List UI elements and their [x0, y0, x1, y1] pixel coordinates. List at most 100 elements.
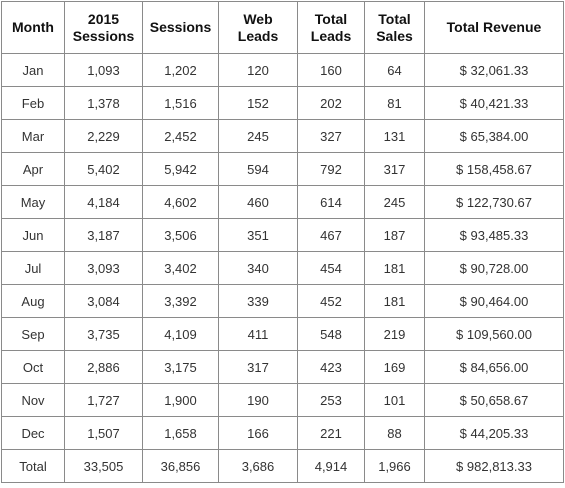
table-cell: $ 65,384.00: [424, 119, 564, 153]
header-text: Web Leads: [237, 10, 279, 44]
table-cell: Total: [1, 449, 65, 483]
header-row: Month 2015 Sessions Sessions Web Leads Total…: [1, 1, 564, 54]
table-cell: 160: [297, 53, 365, 87]
table-cell: $ 44,205.33: [424, 416, 564, 450]
table-cell: Aug: [1, 284, 65, 318]
table-cell: 548: [297, 317, 365, 351]
table-cell: $ 982,813.33: [424, 449, 564, 483]
table-cell: $ 32,061.33: [424, 53, 564, 87]
table-cell: 181: [364, 284, 425, 318]
table-cell: Jun: [1, 218, 65, 252]
column-header: Month: [1, 1, 65, 54]
table-cell: 1,378: [64, 86, 143, 120]
table-cell: 317: [218, 350, 298, 384]
table-cell: $ 90,464.00: [424, 284, 564, 318]
table-cell: 4,602: [142, 185, 219, 219]
table-cell: Mar: [1, 119, 65, 153]
column-header: Total Revenue: [424, 1, 564, 54]
table-cell: 3,093: [64, 251, 143, 285]
table-cell: 4,914: [297, 449, 365, 483]
table-cell: 202: [297, 86, 365, 120]
table-cell: 1,093: [64, 53, 143, 87]
table-cell: 245: [364, 185, 425, 219]
table-cell: 253: [297, 383, 365, 417]
table-cell: 1,516: [142, 86, 219, 120]
table-row: Apr 5,402 5,942 594 792 317 $ 158,458.67: [1, 152, 564, 186]
table-cell: 221: [297, 416, 365, 450]
header-text: Total Revenue: [446, 19, 542, 35]
table-cell: 1,202: [142, 53, 219, 87]
table-cell: 3,175: [142, 350, 219, 384]
table-cell: 317: [364, 152, 425, 186]
table-cell: $ 93,485.33: [424, 218, 564, 252]
table-row: Total 33,505 36,856 3,686 4,914 1,966 $ 982,81…: [1, 449, 564, 483]
table-cell: Jul: [1, 251, 65, 285]
table-row: Nov 1,727 1,900 190 253 101 $ 50,658.67: [1, 383, 564, 417]
table-row: Aug 3,084 3,392 339 452 181 $ 90,464.00: [1, 284, 564, 318]
column-header: Sessions: [142, 1, 219, 54]
table-cell: 340: [218, 251, 298, 285]
table-cell: 3,392: [142, 284, 219, 318]
table-cell: 3,402: [142, 251, 219, 285]
header-text: Total Sales: [376, 10, 413, 44]
column-header: 2015 Sessions: [64, 1, 143, 54]
table-cell: 3,084: [64, 284, 143, 318]
table-cell: May: [1, 185, 65, 219]
table-cell: 3,506: [142, 218, 219, 252]
table-cell: 3,735: [64, 317, 143, 351]
table-cell: 33,505: [64, 449, 143, 483]
table-cell: 452: [297, 284, 365, 318]
header-text: Sessions: [149, 19, 212, 35]
table-cell: 1,727: [64, 383, 143, 417]
table-cell: 411: [218, 317, 298, 351]
table-cell: 454: [297, 251, 365, 285]
table-cell: 5,942: [142, 152, 219, 186]
table-cell: Jan: [1, 53, 65, 87]
table-cell: 792: [297, 152, 365, 186]
table-cell: $ 84,656.00: [424, 350, 564, 384]
table-cell: 2,886: [64, 350, 143, 384]
table-row: May 4,184 4,602 460 614 245 $ 122,730.67: [1, 185, 564, 219]
table-cell: 3,187: [64, 218, 143, 252]
table-cell: 88: [364, 416, 425, 450]
table-cell: Dec: [1, 416, 65, 450]
table-cell: Apr: [1, 152, 65, 186]
column-header: Web Leads: [218, 1, 298, 54]
table-cell: 2,452: [142, 119, 219, 153]
table-row: Jan 1,093 1,202 120 160 64 $ 32,061.33: [1, 53, 564, 87]
table-row: Dec 1,507 1,658 166 221 88 $ 44,205.33: [1, 416, 564, 450]
table-row: Oct 2,886 3,175 317 423 169 $ 84,656.00: [1, 350, 564, 384]
table-cell: 4,184: [64, 185, 143, 219]
table-cell: 101: [364, 383, 425, 417]
table-cell: 1,658: [142, 416, 219, 450]
table-cell: 169: [364, 350, 425, 384]
table-cell: 131: [364, 119, 425, 153]
table-row: Feb 1,378 1,516 152 202 81 $ 40,421.33: [1, 86, 564, 120]
table-row: Jun 3,187 3,506 351 467 187 $ 93,485.33: [1, 218, 564, 252]
table-cell: 181: [364, 251, 425, 285]
column-header: Total Leads: [297, 1, 365, 54]
table-cell: 3,686: [218, 449, 298, 483]
table-cell: Sep: [1, 317, 65, 351]
table-cell: $ 122,730.67: [424, 185, 564, 219]
table-cell: 245: [218, 119, 298, 153]
table-cell: 120: [218, 53, 298, 87]
table-cell: 614: [297, 185, 365, 219]
table-cell: 1,507: [64, 416, 143, 450]
table-cell: 1,900: [142, 383, 219, 417]
table-cell: $ 158,458.67: [424, 152, 564, 186]
table-cell: 339: [218, 284, 298, 318]
table-cell: 36,856: [142, 449, 219, 483]
table-cell: 166: [218, 416, 298, 450]
table-cell: $ 50,658.67: [424, 383, 564, 417]
table-cell: 4,109: [142, 317, 219, 351]
header-text: Total Leads: [310, 10, 352, 44]
table-cell: $ 109,560.00: [424, 317, 564, 351]
table-cell: 152: [218, 86, 298, 120]
table-cell: $ 40,421.33: [424, 86, 564, 120]
table-cell: $ 90,728.00: [424, 251, 564, 285]
table-cell: 423: [297, 350, 365, 384]
table-cell: 81: [364, 86, 425, 120]
